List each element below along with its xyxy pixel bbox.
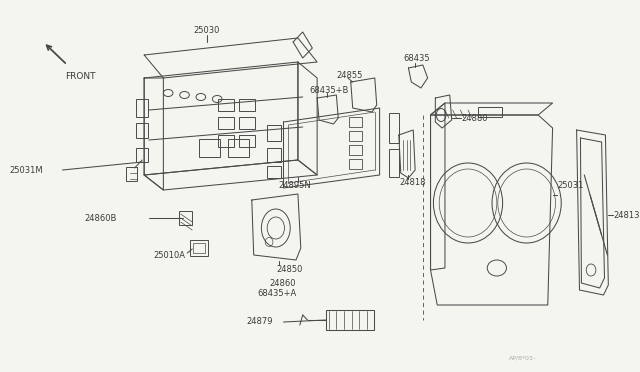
- Bar: [349, 145, 362, 155]
- Bar: [136, 122, 148, 138]
- Bar: [478, 107, 502, 117]
- Bar: [389, 149, 399, 177]
- Text: 24855: 24855: [337, 71, 363, 80]
- Bar: [239, 99, 255, 111]
- Bar: [218, 135, 234, 147]
- Bar: [349, 159, 362, 169]
- Bar: [349, 117, 362, 127]
- Text: 24895N: 24895N: [278, 180, 312, 189]
- Bar: [239, 117, 255, 129]
- Bar: [218, 117, 234, 129]
- Bar: [349, 131, 362, 141]
- Bar: [228, 139, 249, 157]
- Text: 25031M: 25031M: [10, 166, 44, 174]
- Bar: [199, 139, 220, 157]
- Text: 68435+A: 68435+A: [257, 289, 297, 298]
- Text: 24850: 24850: [276, 266, 303, 275]
- Text: 24860: 24860: [269, 279, 296, 288]
- Text: 24818: 24818: [400, 177, 426, 186]
- Text: FRONT: FRONT: [65, 72, 96, 81]
- Bar: [239, 135, 255, 147]
- Bar: [179, 211, 192, 225]
- Bar: [190, 240, 207, 256]
- Text: 68435+B: 68435+B: [310, 86, 349, 94]
- Bar: [136, 99, 148, 117]
- Bar: [136, 148, 148, 162]
- Text: 24879: 24879: [246, 317, 273, 327]
- Bar: [193, 243, 205, 253]
- Bar: [267, 125, 280, 141]
- Text: 68435: 68435: [404, 54, 430, 62]
- Text: AP/8*03··: AP/8*03··: [509, 356, 538, 360]
- Bar: [126, 167, 138, 181]
- Text: 25031: 25031: [557, 180, 584, 189]
- Text: 24813: 24813: [613, 211, 639, 219]
- Text: 25010A: 25010A: [154, 251, 186, 260]
- Text: 24880: 24880: [461, 113, 488, 122]
- Bar: [218, 99, 234, 111]
- Bar: [389, 113, 399, 143]
- Bar: [326, 310, 374, 330]
- Text: 24860B: 24860B: [84, 214, 117, 222]
- Text: 25030: 25030: [193, 26, 220, 35]
- Bar: [267, 148, 280, 162]
- Bar: [267, 166, 280, 178]
